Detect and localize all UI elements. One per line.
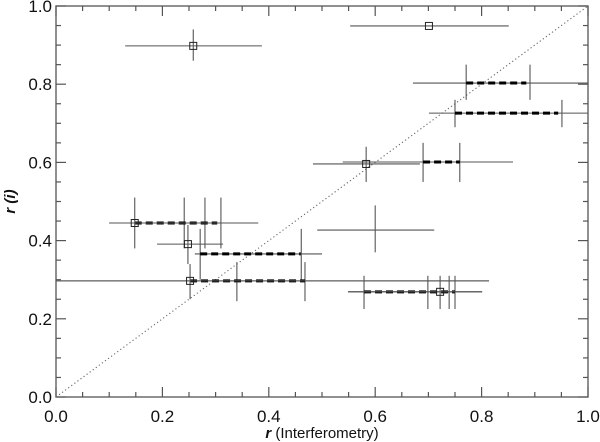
data-point <box>348 287 483 296</box>
square-marker-icon <box>362 159 371 168</box>
y-tick-label: 0.2 <box>28 310 52 329</box>
identity-reference-line <box>55 5 589 398</box>
data-point <box>317 205 435 253</box>
range-segments <box>56 64 588 310</box>
range-segment <box>194 228 322 280</box>
y-tick-label: 1.0 <box>28 0 52 16</box>
x-axis-symbol: r <box>265 425 272 442</box>
x-tick-label: 0.0 <box>44 407 68 426</box>
range-segment <box>342 142 513 182</box>
y-tick-label: 0.4 <box>28 232 52 251</box>
data-point <box>312 146 420 182</box>
square-marker-icon <box>424 21 433 30</box>
x-axis-text: (Interferometry) <box>271 425 379 442</box>
y-tick-label: 0.0 <box>28 388 52 407</box>
plot-area: 0.0 0.2 0.4 0.6 0.8 1.0 0.0 0.2 0.4 0.6 0.8 1.0 <box>28 0 599 426</box>
y-axis-title: r (i) <box>2 189 19 213</box>
data-point <box>350 21 509 30</box>
x-tick-label: 1.0 <box>576 407 600 426</box>
x-axis-title: r (Interferometry) <box>265 425 378 442</box>
x-tick-label: 0.2 <box>151 407 175 426</box>
range-segment <box>412 64 588 100</box>
axis-tick-labels: 0.0 0.2 0.4 0.6 0.8 1.0 0.0 0.2 0.4 0.6 0.8 1.0 <box>28 0 599 426</box>
y-tick-label: 0.6 <box>28 153 52 172</box>
y-axis-text: (i) <box>2 189 19 207</box>
data-point <box>56 264 490 300</box>
square-marker-icon <box>130 219 139 228</box>
data-point <box>109 197 259 249</box>
x-tick-label: 0.4 <box>257 407 281 426</box>
x-tick-label: 0.6 <box>363 407 387 426</box>
square-marker-icon <box>186 276 195 285</box>
range-segment <box>56 262 490 302</box>
y-tick-label: 0.8 <box>28 75 52 94</box>
x-tick-label: 0.8 <box>470 407 494 426</box>
square-marker-icon <box>183 240 192 249</box>
square-marker-icon <box>436 287 445 296</box>
data-point <box>125 29 262 61</box>
data-points <box>56 21 509 300</box>
square-marker-icon <box>189 41 198 50</box>
axis-ticks <box>55 5 589 398</box>
range-segment <box>428 99 588 128</box>
y-axis-symbol: r <box>2 207 19 214</box>
data-point <box>157 224 224 265</box>
